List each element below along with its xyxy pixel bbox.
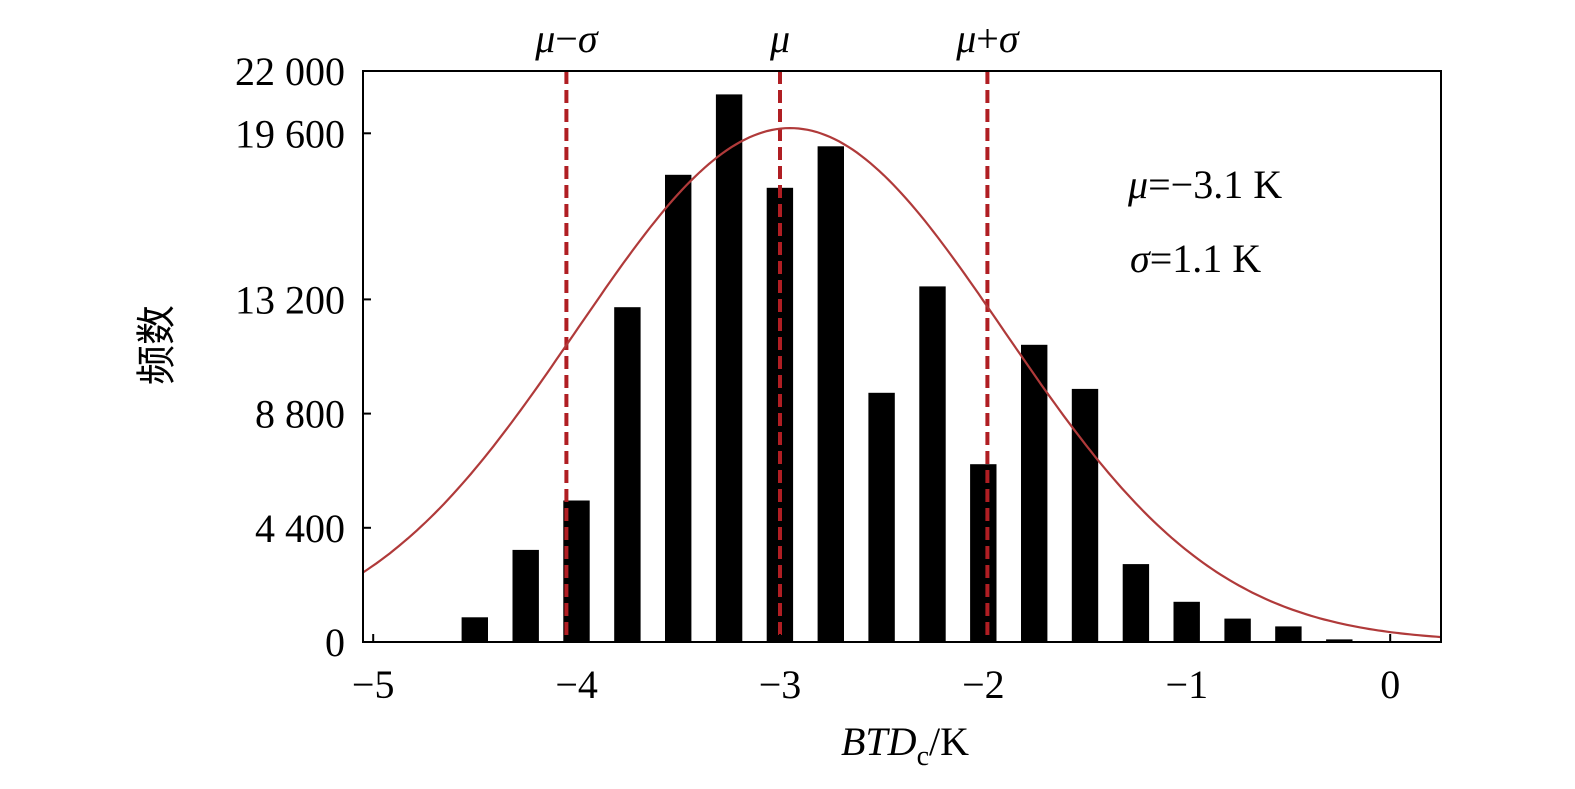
y-tick-label: 4 400 xyxy=(255,506,345,551)
y-axis-label: 频数 xyxy=(134,305,179,385)
x-axis-label: BTDc/K xyxy=(841,719,969,772)
histogram-bar xyxy=(614,307,641,642)
histogram-bar xyxy=(665,174,692,643)
y-tick-label: 8 800 xyxy=(255,392,345,437)
y-tick-label: 0 xyxy=(325,620,345,665)
reference-line-label: μ−σ xyxy=(534,16,599,61)
x-tick-label: −2 xyxy=(962,662,1005,707)
x-axis-ticks: −5 −4 −3 −2 −1 0 xyxy=(352,634,1400,707)
stat-sigma: σ=1.1 K xyxy=(1130,236,1261,281)
histogram-bar xyxy=(1122,564,1150,642)
x-tick-label: −5 xyxy=(352,662,395,707)
histogram-bar xyxy=(461,617,488,642)
x-tick-label: −1 xyxy=(1166,662,1209,707)
x-tick-label: −4 xyxy=(555,662,598,707)
reference-line-label: μ+σ xyxy=(955,16,1020,61)
histogram-bar xyxy=(1275,626,1302,642)
y-axis-ticks: 0 4 400 8 800 13 200 19 600 22 000 xyxy=(235,49,371,665)
histogram-bar xyxy=(817,146,844,643)
histogram-bar xyxy=(715,94,743,642)
histogram-bar xyxy=(1021,344,1048,642)
y-tick-label: 22 000 xyxy=(235,49,345,94)
x-tick-label: −3 xyxy=(759,662,802,707)
reference-lines: μ−σ μ μ+σ xyxy=(534,16,1020,642)
reference-line-label: μ xyxy=(769,16,790,61)
normal-fit-curve xyxy=(362,126,1442,639)
stat-mu: μ=−3.1 K xyxy=(1127,162,1282,207)
histogram-bars xyxy=(461,94,1353,643)
histogram-bar xyxy=(868,392,895,642)
y-tick-label: 13 200 xyxy=(235,277,345,322)
histogram-bar xyxy=(970,464,997,642)
histogram-bar xyxy=(1224,618,1251,642)
histogram-bar xyxy=(1326,639,1353,642)
histogram-bar xyxy=(1071,388,1099,642)
y-tick-label: 19 600 xyxy=(235,111,345,156)
histogram-bar xyxy=(919,286,946,642)
histogram-bar xyxy=(512,549,539,642)
x-tick-label: 0 xyxy=(1380,662,1400,707)
plot-frame xyxy=(362,70,1442,643)
